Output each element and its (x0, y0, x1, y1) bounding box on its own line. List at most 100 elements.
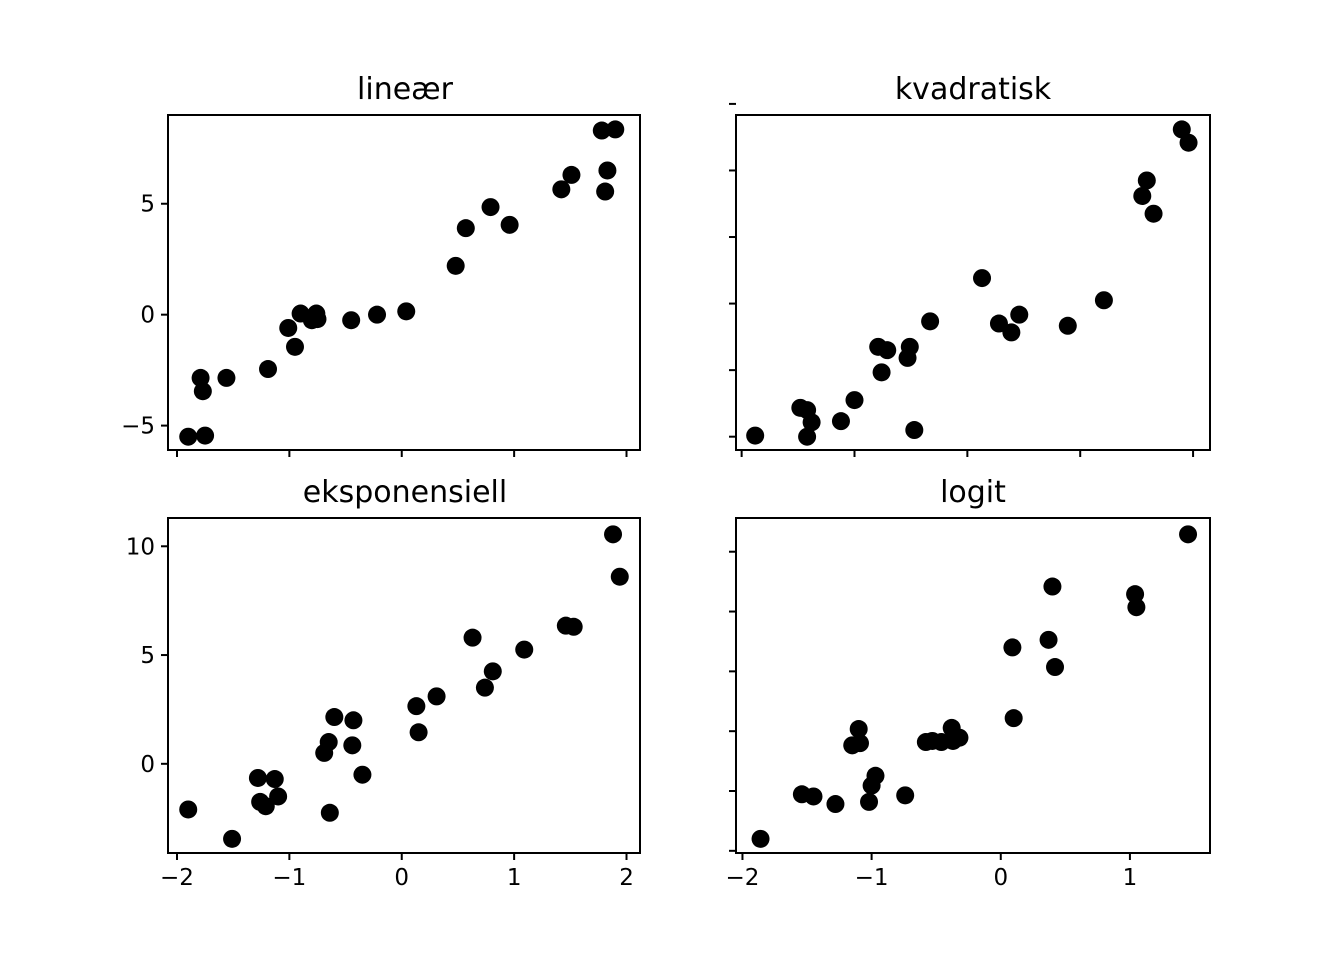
scatter-point-logit (1126, 585, 1145, 604)
axis-ticks-logit: −2 −1 0 1 (726, 550, 1138, 891)
scatter-point-linear (592, 121, 611, 140)
scatter-point-logit (860, 792, 879, 811)
scatter-points-exponential (179, 525, 629, 848)
x-tick-label-logit: −2 (726, 865, 760, 891)
scatter-point-quadratic (1144, 204, 1163, 223)
plot-frame-logit (735, 517, 1211, 854)
scatter-point-logit (804, 787, 823, 806)
scatter-point-exponential (409, 723, 428, 742)
scatter-point-exponential (407, 697, 426, 716)
scatter-point-linear (279, 318, 298, 337)
scatter-point-quadratic (1137, 171, 1156, 190)
y-tick-label-linear: −5 (121, 414, 155, 440)
scatter-point-logit (866, 766, 885, 785)
scatter-point-linear (259, 360, 278, 379)
panel-logit: logit −2 −1 0 1 (726, 475, 1211, 891)
scatter-point-exponential (483, 662, 502, 681)
scatter-point-linear (562, 165, 581, 184)
scatter-point-logit (826, 795, 845, 814)
panel-linear: lineær −5 0 5 (121, 72, 641, 457)
x-tick-label-exponential: 1 (507, 865, 522, 891)
scatter-point-linear (446, 256, 465, 275)
scatter-point-exponential (427, 687, 446, 706)
scatter-point-logit (850, 734, 869, 753)
scatter-point-exponential (463, 628, 482, 647)
scatter-point-linear (552, 180, 571, 199)
y-tick-label-exponential: 10 (126, 534, 155, 560)
scatter-point-logit (1179, 525, 1198, 544)
scatter-point-exponential (179, 800, 198, 819)
scatter-point-exponential (325, 708, 344, 727)
scatter-point-logit (1127, 598, 1146, 617)
plot-frame-linear (167, 114, 641, 451)
scatter-point-quadratic (989, 314, 1008, 333)
scatter-point-exponential (319, 733, 338, 752)
scatter-point-exponential (604, 525, 623, 544)
scatter-point-quadratic (1179, 133, 1198, 152)
x-tick-label-exponential: −2 (160, 865, 194, 891)
scatter-point-quadratic (1133, 186, 1152, 205)
scatter-point-logit (1046, 658, 1065, 677)
scatter-point-quadratic (831, 412, 850, 431)
scatter-point-quadratic (1002, 323, 1021, 342)
scatter-point-quadratic (802, 413, 821, 432)
scatter-point-linear (193, 382, 212, 401)
scatter-points-quadratic (746, 120, 1198, 446)
axis-ticks-exponential: −2 −1 0 1 2 0 5 10 (126, 534, 634, 891)
scatter-point-quadratic (921, 312, 940, 331)
scatter-point-exponential (223, 829, 242, 848)
x-tick-label-exponential: 0 (394, 865, 409, 891)
scatter-point-exponential (353, 765, 372, 784)
scatter-point-linear (500, 215, 519, 234)
scatter-point-quadratic (845, 391, 864, 410)
x-tick-label-logit: 1 (1123, 865, 1138, 891)
scatter-point-exponential (564, 617, 583, 636)
scatter-point-exponential (248, 768, 267, 787)
scatter-point-logit (751, 829, 770, 848)
scatter-points-linear (179, 120, 625, 446)
scatter-point-exponential (344, 711, 363, 730)
scatter-point-quadratic (973, 269, 992, 288)
scatter-point-exponential (475, 678, 494, 697)
scatter-point-logit (1003, 638, 1022, 657)
x-tick-label-exponential: −1 (272, 865, 306, 891)
scatter-point-logit (950, 728, 969, 747)
scatter-points-logit (751, 525, 1198, 848)
scatter-point-quadratic (1172, 120, 1191, 139)
panel-title-linear: lineær (357, 72, 454, 107)
x-tick-label-logit: −1 (855, 865, 889, 891)
scatter-point-linear (598, 161, 617, 180)
x-tick-label-logit: 0 (993, 865, 1008, 891)
scatter-point-exponential (343, 736, 362, 755)
scatter-point-exponential (610, 567, 629, 586)
panel-title-logit: logit (940, 475, 1006, 510)
scatter-point-linear (596, 182, 615, 201)
y-tick-label-linear: 0 (140, 303, 155, 329)
scatter-point-exponential (269, 787, 288, 806)
x-tick-label-exponential: 2 (619, 865, 634, 891)
scatter-point-logit (849, 720, 868, 739)
scatter-point-exponential (265, 770, 284, 789)
scatter-point-linear (397, 302, 416, 321)
panel-quadratic: kvadratisk (729, 72, 1211, 457)
scatter-point-exponential (515, 640, 534, 659)
scatter-point-quadratic (878, 341, 897, 360)
panel-exponential: eksponensiell −2 −1 0 1 2 0 5 10 (126, 475, 641, 891)
y-tick-label-exponential: 0 (140, 752, 155, 778)
scatter-point-linear (481, 198, 500, 217)
scatter-point-linear (368, 305, 387, 324)
scatter-point-quadratic (905, 421, 924, 440)
scatter-point-quadratic (1058, 316, 1077, 335)
scatter-point-logit (1039, 630, 1058, 649)
y-tick-label-exponential: 5 (140, 643, 155, 669)
scatter-point-exponential (256, 797, 275, 816)
scatter-point-linear (196, 426, 215, 445)
scatter-point-linear (179, 427, 198, 446)
scatter-point-linear (191, 368, 210, 387)
scatter-point-exponential (320, 803, 339, 822)
plot-frame-exponential (167, 517, 641, 854)
scatter-point-logit (896, 786, 915, 805)
scatter-point-linear (456, 219, 475, 238)
